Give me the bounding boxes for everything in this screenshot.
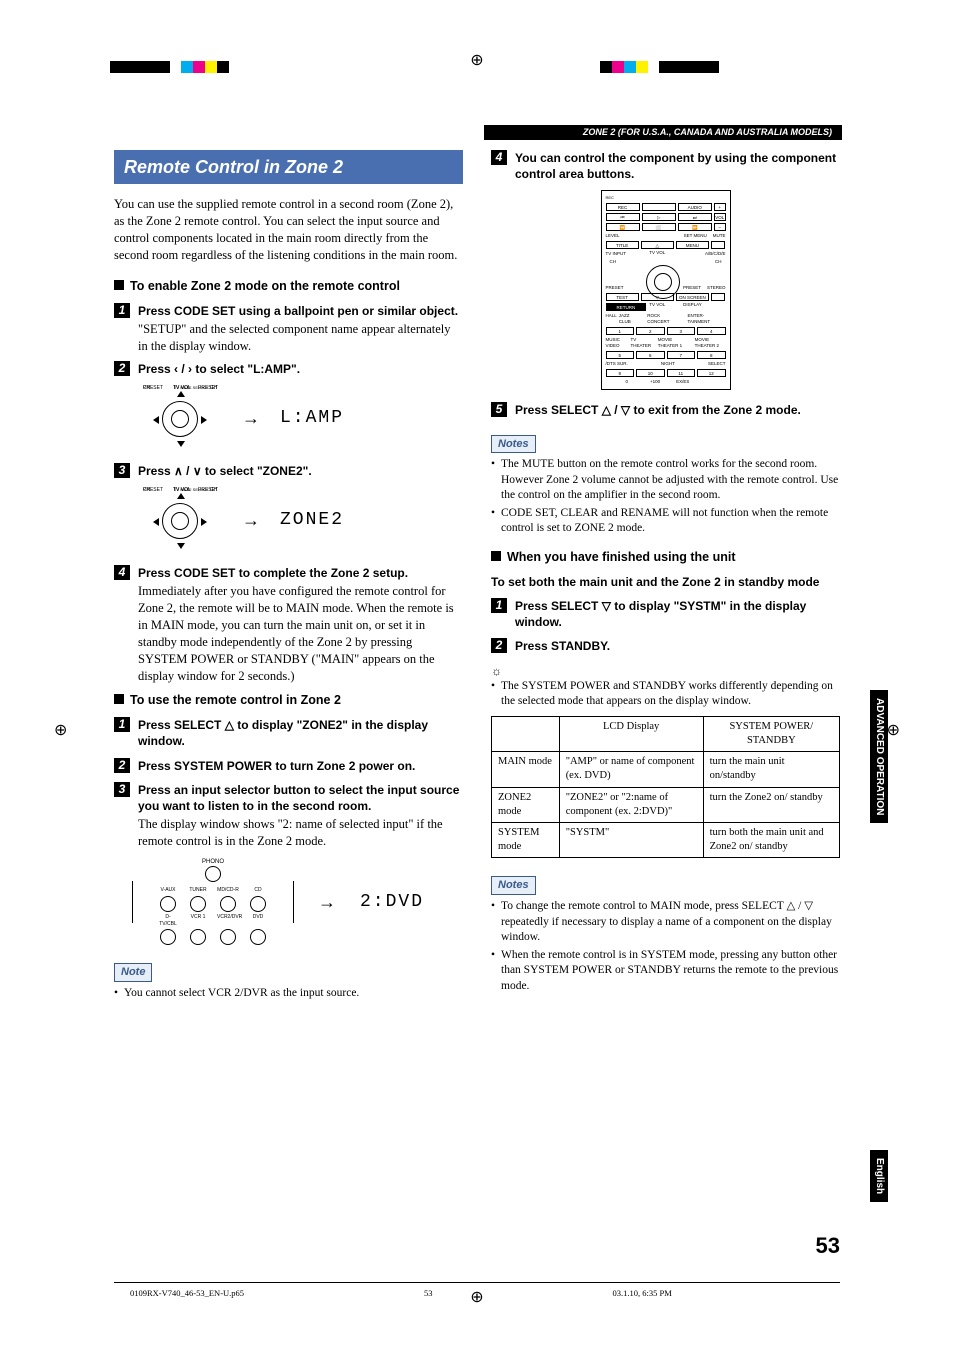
step-number: 5 — [491, 402, 507, 417]
right-step-5: 5 Press SELECT △ / ▽ to exit from the Zo… — [491, 402, 840, 420]
note-item: To change the remote control to MAIN mod… — [491, 899, 840, 946]
subhead-use-text: To use the remote control in Zone 2 — [130, 692, 341, 709]
left-column: Remote Control in Zone 2 You can use the… — [114, 150, 463, 1004]
input-selector-diagram: PHONO V-AUX TUNER MD/CD-R CD D-TV/CBL VC… — [132, 858, 463, 945]
finish-sub: To set both the main unit and the Zone 2… — [491, 574, 840, 590]
right-step-4: 4 You can control the component by using… — [491, 150, 840, 184]
use-step-1: 1 Press SELECT △ to display "ZONE2" in t… — [114, 717, 463, 751]
use-2-lead: Press SYSTEM POWER to turn Zone 2 power … — [138, 758, 463, 774]
footer-divider — [114, 1282, 840, 1283]
use-3-lead: Press an input selector button to select… — [138, 782, 463, 814]
lcd-display-lamp: L:AMP — [280, 406, 344, 430]
note-list: You cannot select VCR 2/DVR as the input… — [114, 986, 463, 1002]
remote-pad-icon: TV VOL TV MUTE SELECT CH CH PRESET PRESE… — [138, 487, 222, 553]
step-1-lead: Press CODE SET using a ballpoint pen or … — [138, 303, 463, 319]
step-1: 1 Press CODE SET using a ballpoint pen o… — [114, 303, 463, 355]
page-number: 53 — [816, 1231, 840, 1261]
footer-date: 03.1.10, 6:35 PM — [613, 1288, 672, 1299]
step-number: 1 — [491, 598, 507, 613]
table-header-lcd: LCD Display — [559, 716, 703, 751]
tip-item: The SYSTEM POWER and STANDBY works diffe… — [491, 679, 840, 710]
step-number: 2 — [114, 758, 130, 773]
notes-label: Notes — [491, 435, 536, 454]
arrow-icon: → — [318, 890, 336, 914]
right-5-lead: Press SELECT △ / ▽ to exit from the Zone… — [515, 402, 840, 418]
section-title: Remote Control in Zone 2 — [114, 150, 463, 184]
step-number: 2 — [491, 638, 507, 653]
step-4: 4 Press CODE SET to complete the Zone 2 … — [114, 565, 463, 684]
use-3-desc: The display window shows "2: name of sel… — [138, 816, 463, 850]
step-2-lead: Press ‹ / › to select "L:AMP". — [138, 361, 463, 377]
table-header-blank — [492, 716, 560, 751]
square-bullet-icon — [114, 694, 124, 704]
remote-pad-icon: TV VOL TV MUTE SELECT CH CH PRESET PRESE… — [138, 385, 222, 451]
step-1-desc: "SETUP" and the selected component name … — [138, 321, 463, 355]
table-row: SYSTEM mode "SYSTM" turn both the main u… — [492, 822, 840, 857]
arrow-icon: → — [242, 406, 260, 430]
side-tab-advanced: ADVANCED OPERATION — [870, 690, 888, 823]
finish-1-lead: Press SELECT ▽ to display "SYSTM" in the… — [515, 598, 840, 630]
crop-mark-top: ⊕ — [470, 50, 483, 72]
table-header-power: SYSTEM POWER/ STANDBY — [703, 716, 839, 751]
remote-control-diagram: REC RECAUDIO+ ⏮▷⏭VOL ⏪⬜⏩− LEVELSET MENUM… — [601, 190, 731, 390]
crop-mark-right: ⊕ — [887, 720, 900, 742]
step-number: 4 — [491, 150, 507, 165]
table-row: MAIN mode "AMP" or name of component (ex… — [492, 752, 840, 787]
footer-text: 0109RX-V740_46-53_EN-U.p65 53 03.1.10, 6… — [130, 1288, 672, 1299]
step-number: 3 — [114, 463, 130, 478]
notes-list-a: The MUTE button on the remote control wo… — [491, 457, 840, 537]
step-2: 2 Press ‹ / › to select "L:AMP". — [114, 361, 463, 379]
subhead-enable-text: To enable Zone 2 mode on the remote cont… — [130, 278, 400, 295]
square-bullet-icon — [491, 551, 501, 561]
step-number: 2 — [114, 361, 130, 376]
arrow-icon: → — [242, 508, 260, 532]
step-number: 1 — [114, 717, 130, 732]
tip-text: The SYSTEM POWER and STANDBY works diffe… — [491, 679, 840, 710]
tip-icon: ☼ — [491, 663, 840, 679]
strip-right — [600, 55, 719, 78]
step-4-lead: Press CODE SET to complete the Zone 2 se… — [138, 565, 463, 581]
page-content: ZONE 2 (FOR U.S.A., CANADA AND AUSTRALIA… — [114, 125, 840, 1004]
step-4-desc: Immediately after you have configured th… — [138, 583, 463, 684]
right-4-lead: You can control the component by using t… — [515, 150, 840, 182]
step-3-lead: Press ∧ / ∨ to select "ZONE2". — [138, 463, 463, 479]
square-bullet-icon — [114, 280, 124, 290]
finish-2-lead: Press STANDBY. — [515, 638, 840, 654]
lcd-display-2dvd: 2:DVD — [360, 890, 424, 914]
note-item: The MUTE button on the remote control wo… — [491, 457, 840, 504]
right-column: 4 You can control the component by using… — [491, 150, 840, 1004]
subhead-enable: To enable Zone 2 mode on the remote cont… — [114, 278, 463, 295]
step-number: 4 — [114, 565, 130, 580]
step-number: 1 — [114, 303, 130, 318]
footer-filename: 0109RX-V740_46-53_EN-U.p65 — [130, 1288, 244, 1299]
use-step-2: 2 Press SYSTEM POWER to turn Zone 2 powe… — [114, 758, 463, 776]
notes-list-b: To change the remote control to MAIN mod… — [491, 899, 840, 994]
strip-left — [110, 55, 229, 78]
notes-label-b: Notes — [491, 876, 536, 895]
footer-page: 53 — [424, 1288, 433, 1299]
lcd-display-zone2: ZONE2 — [280, 508, 344, 532]
mode-table: LCD Display SYSTEM POWER/ STANDBY MAIN m… — [491, 716, 840, 858]
subhead-finish-text: When you have finished using the unit — [507, 549, 735, 566]
subhead-finish: When you have finished using the unit — [491, 549, 840, 566]
finish-step-1: 1 Press SELECT ▽ to display "SYSTM" in t… — [491, 598, 840, 632]
subhead-use: To use the remote control in Zone 2 — [114, 692, 463, 709]
note-item: CODE SET, CLEAR and RENAME will not func… — [491, 506, 840, 537]
table-row: ZONE2 mode "ZONE2" or "2:name of compone… — [492, 787, 840, 822]
note-label: Note — [114, 963, 152, 982]
finish-step-2: 2 Press STANDBY. — [491, 638, 840, 656]
use-1-lead: Press SELECT △ to display "ZONE2" in the… — [138, 717, 463, 749]
diagram-zone2: TV VOL TV MUTE SELECT CH CH PRESET PRESE… — [138, 487, 463, 553]
intro-paragraph: You can use the supplied remote control … — [114, 196, 463, 264]
note-item: When the remote control is in SYSTEM mod… — [491, 948, 840, 995]
diagram-lamp: TV VOL TV MUTE SELECT CH CH PRESET PRESE… — [138, 385, 463, 451]
step-3: 3 Press ∧ / ∨ to select "ZONE2". — [114, 463, 463, 481]
note-item: You cannot select VCR 2/DVR as the input… — [114, 986, 463, 1002]
use-step-3: 3 Press an input selector button to sele… — [114, 782, 463, 850]
side-tab-english: English — [870, 1150, 888, 1202]
crop-mark-left: ⊕ — [54, 720, 67, 742]
step-number: 3 — [114, 782, 130, 797]
section-header-bar: ZONE 2 (FOR U.S.A., CANADA AND AUSTRALIA… — [484, 125, 842, 140]
